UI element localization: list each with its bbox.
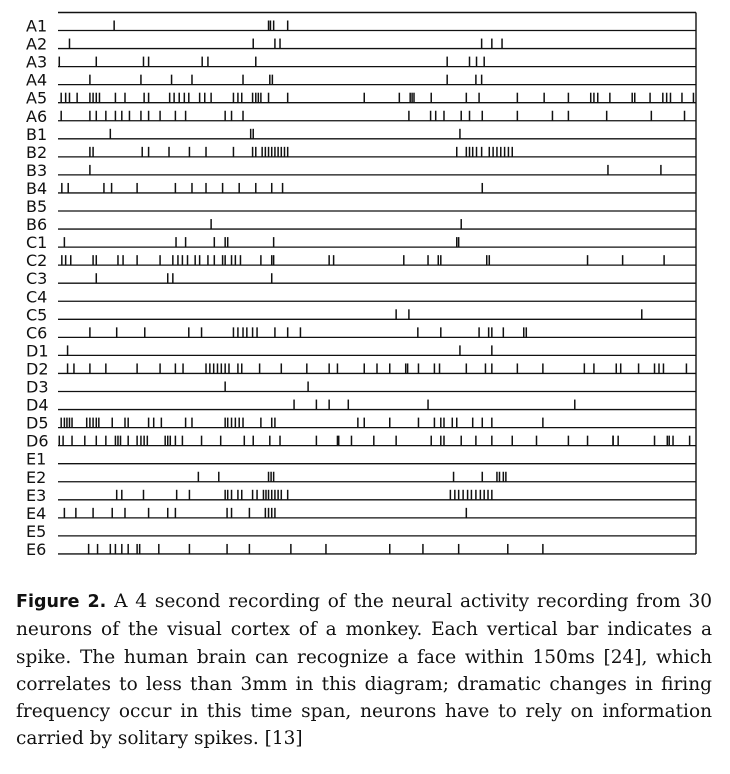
neuron-label: E3 xyxy=(26,486,46,505)
neuron-label: B5 xyxy=(26,197,47,216)
neuron-label: E2 xyxy=(26,468,46,487)
neuron-label: C5 xyxy=(26,305,47,324)
neuron-label: D2 xyxy=(26,359,49,378)
neuron-label: C1 xyxy=(26,233,47,252)
neuron-label: B1 xyxy=(26,125,47,144)
neuron-label: B3 xyxy=(26,161,47,180)
neuron-label: D1 xyxy=(26,341,49,360)
neuron-label: D3 xyxy=(26,378,49,397)
neuron-label: D6 xyxy=(26,432,49,451)
neuron-label: D5 xyxy=(26,414,49,433)
figure-caption: Figure 2. A 4 second recording of the ne… xyxy=(16,588,712,753)
neuron-label: A3 xyxy=(26,53,47,72)
neuron-label: A6 xyxy=(26,107,47,126)
neuron-label: C4 xyxy=(26,287,47,306)
neuron-label: C3 xyxy=(26,269,47,288)
neuron-label: A4 xyxy=(26,71,47,90)
neuron-label: B4 xyxy=(26,179,47,198)
neuron-label: C6 xyxy=(26,323,47,342)
neuron-label: C2 xyxy=(26,251,47,270)
neuron-label: D4 xyxy=(26,396,49,415)
neuron-label: E6 xyxy=(26,540,46,559)
neuron-label: E5 xyxy=(26,522,46,541)
figure-caption-text: A 4 second recording of the neural activ… xyxy=(16,591,712,750)
neuron-label: B2 xyxy=(26,143,47,162)
neuron-label: B6 xyxy=(26,215,47,234)
neuron-label: A2 xyxy=(26,35,47,54)
spike-raster-plot: A1A2A3A4A5A6B1B2B3B4B5B6C1C2C3C4C5C6D1D2… xyxy=(26,11,697,559)
neuron-label: E4 xyxy=(26,504,46,523)
figure-label: Figure 2. xyxy=(16,592,107,612)
neuron-label: E1 xyxy=(26,450,46,469)
neuron-label: A1 xyxy=(26,17,47,36)
neuron-label: A5 xyxy=(26,89,47,108)
